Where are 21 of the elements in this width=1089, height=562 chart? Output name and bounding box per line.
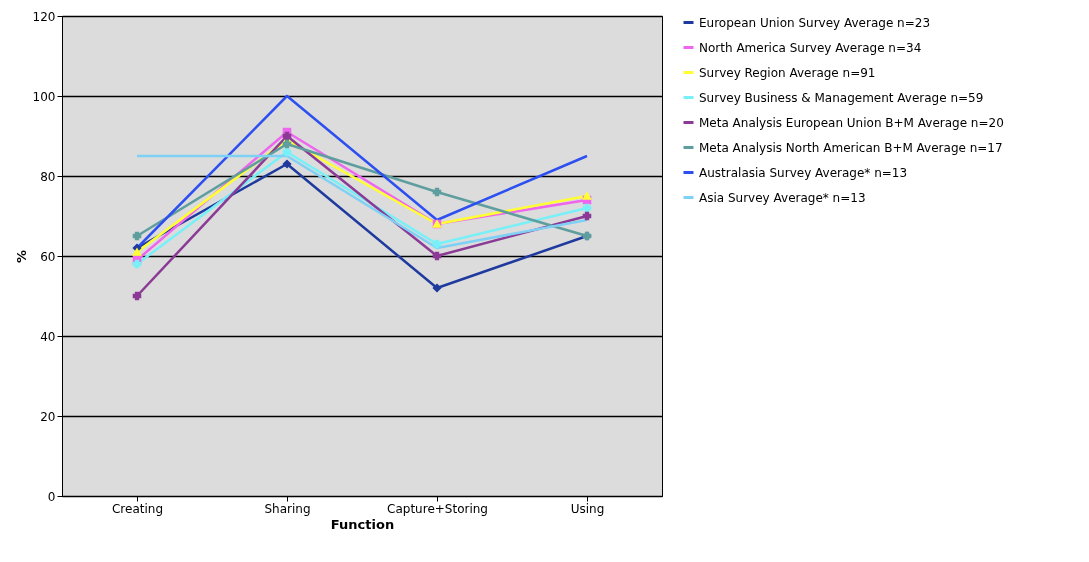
x-tick-label: Creating (111, 501, 164, 516)
legend-label: European Union Survey Average n=23 (699, 15, 931, 30)
legend-label: Australasia Survey Average* n=13 (699, 165, 908, 180)
x-axis-title: Function (330, 516, 395, 532)
legend-label: Survey Region Average n=91 (699, 65, 876, 80)
x-tick-label: Sharing (264, 501, 311, 516)
legend-label: Asia Survey Average* n=13 (699, 190, 866, 205)
y-tick-label: 60 (40, 249, 56, 264)
x-tick-label: Capture+Storing (387, 501, 488, 516)
y-tick-label: 0 (47, 489, 56, 504)
y-tick-label: 100 (32, 89, 56, 104)
legend-label: Meta Analysis North American B+M Average n=17 (699, 140, 1003, 155)
y-axis-title: % (13, 249, 29, 264)
legend-label: Survey Business & Management Average n=59 (699, 90, 984, 105)
x-tick-label: Using (570, 501, 605, 516)
y-tick-label: 20 (40, 409, 56, 424)
legend-label: North America Survey Average n=34 (699, 40, 922, 55)
y-tick-label: 40 (40, 329, 56, 344)
y-tick-label: 80 (40, 169, 56, 184)
y-tick-label: 120 (32, 9, 56, 24)
legend-label: Meta Analysis European Union B+M Average n=20 (699, 115, 1004, 130)
